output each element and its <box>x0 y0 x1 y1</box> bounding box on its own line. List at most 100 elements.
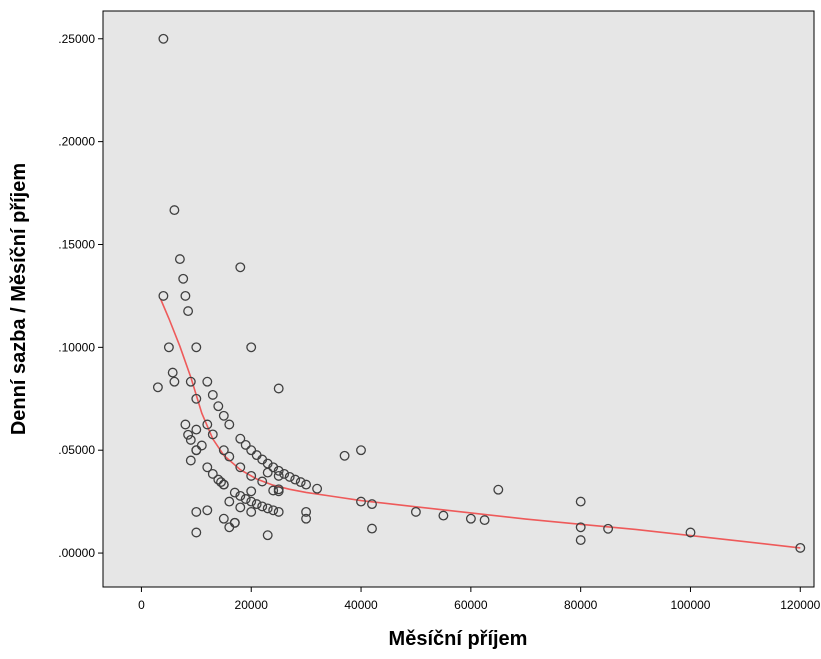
data-point <box>312 483 323 494</box>
x-tick-label: 80000 <box>564 598 598 612</box>
data-point <box>257 501 268 512</box>
data-point <box>795 542 806 553</box>
data-point <box>465 513 476 524</box>
data-point <box>246 496 257 507</box>
x-axis-title: Měsíční příjem <box>389 628 528 650</box>
data-point <box>262 530 273 541</box>
y-tick-label: .25000 <box>58 32 95 46</box>
x-axis: 0 20000 40000 60000 80000 100000 120000 <box>138 587 821 612</box>
data-point <box>240 439 251 450</box>
y-tick-label: .10000 <box>58 340 95 354</box>
data-point <box>180 419 191 430</box>
data-point <box>167 367 178 378</box>
data-points <box>152 33 806 553</box>
data-point <box>169 205 180 216</box>
data-point <box>301 506 312 517</box>
x-tick-label: 20000 <box>235 598 269 612</box>
data-point <box>158 33 169 44</box>
data-point <box>301 479 312 490</box>
data-point <box>262 503 273 514</box>
data-point <box>603 523 614 534</box>
data-point <box>202 462 213 473</box>
data-point <box>169 376 180 387</box>
data-point <box>246 342 257 353</box>
data-point <box>218 513 229 524</box>
data-point <box>367 523 377 534</box>
data-point <box>191 393 202 404</box>
data-point <box>575 496 586 507</box>
data-point <box>218 479 229 490</box>
data-point <box>575 522 586 533</box>
data-point <box>240 494 251 504</box>
data-point <box>229 487 240 498</box>
data-point <box>163 342 174 353</box>
data-point <box>273 506 284 517</box>
data-point <box>438 510 449 521</box>
y-axis-title: Denní sazba / Měsíční příjem <box>8 163 30 435</box>
data-point <box>174 254 185 265</box>
data-point <box>207 429 218 440</box>
data-point <box>213 401 224 412</box>
x-tick-label: 40000 <box>344 598 378 612</box>
data-point <box>224 496 235 507</box>
data-point <box>235 262 246 273</box>
data-point <box>158 290 169 301</box>
y-tick-label: .05000 <box>58 443 95 457</box>
data-point <box>268 485 279 496</box>
data-point <box>339 450 350 461</box>
data-point <box>191 342 202 353</box>
data-point <box>493 484 504 495</box>
data-point <box>290 474 301 485</box>
data-point <box>216 477 226 488</box>
data-point <box>178 273 189 284</box>
data-point <box>218 445 229 456</box>
data-point <box>191 424 202 435</box>
data-point <box>251 499 262 510</box>
x-tick-label: 100000 <box>670 598 710 612</box>
data-point <box>246 470 257 481</box>
data-point <box>235 462 246 473</box>
data-point <box>202 505 213 516</box>
data-point <box>224 451 235 462</box>
data-point <box>273 470 284 481</box>
data-point <box>185 434 196 445</box>
data-point <box>185 455 196 466</box>
data-point <box>273 465 284 476</box>
data-point <box>410 506 421 517</box>
data-point <box>235 502 246 513</box>
data-point <box>246 486 257 497</box>
y-tick-label: .15000 <box>58 237 95 251</box>
data-point <box>356 496 366 507</box>
data-point <box>279 468 290 479</box>
data-point <box>479 515 490 526</box>
data-point <box>152 382 163 393</box>
data-point <box>235 490 246 501</box>
data-point <box>191 527 202 538</box>
data-point <box>180 290 191 301</box>
plot-area <box>102 10 815 588</box>
x-tick-label: 120000 <box>780 598 820 612</box>
x-tick-label: 60000 <box>454 598 488 612</box>
data-point <box>262 467 273 478</box>
data-point <box>685 527 696 538</box>
data-point <box>191 506 202 517</box>
data-point <box>183 429 194 440</box>
data-point <box>273 383 284 394</box>
y-tick-label: .20000 <box>58 135 95 149</box>
data-point <box>191 445 202 456</box>
y-axis: .00000 .05000 .10000 .15000 .20000 .25000 <box>58 32 103 560</box>
fit-line-layer <box>159 298 801 549</box>
data-point <box>202 376 213 387</box>
data-point <box>301 513 312 524</box>
x-tick-label: 0 <box>138 598 145 612</box>
data-point <box>207 468 218 479</box>
data-point <box>268 505 279 516</box>
data-point <box>284 471 295 482</box>
data-point <box>235 433 246 444</box>
data-point <box>295 477 306 488</box>
data-point <box>575 535 586 546</box>
y-tick-label: .00000 <box>58 546 95 560</box>
data-point <box>185 376 196 387</box>
data-point <box>213 474 224 485</box>
